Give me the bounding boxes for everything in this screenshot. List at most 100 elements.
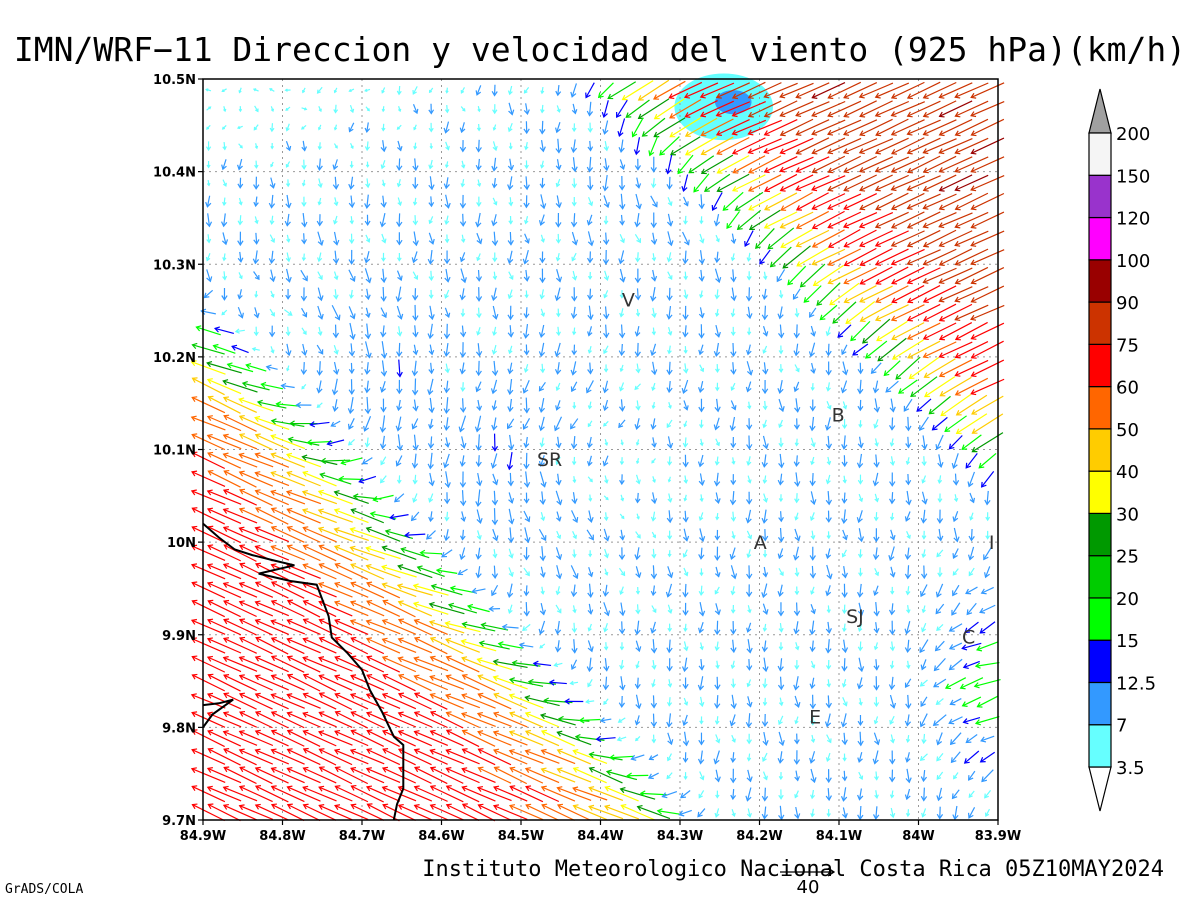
wind-vector-shaft <box>587 231 593 246</box>
wind-vector-head <box>906 167 914 174</box>
wind-vector <box>507 158 515 171</box>
wind-vector-shaft <box>668 176 671 189</box>
wind-vector <box>634 620 641 636</box>
wind-vector <box>635 474 641 485</box>
wind-vector-shaft <box>524 233 530 244</box>
wind-vector <box>289 420 318 427</box>
wind-vector-shaft <box>223 453 258 468</box>
wind-vector-head <box>571 647 578 654</box>
wind-vector-shaft <box>907 137 941 154</box>
wind-vector <box>207 618 242 636</box>
wind-vector <box>684 136 718 156</box>
wind-vector-head <box>349 313 356 320</box>
wind-vector <box>206 637 242 654</box>
wind-vector-head <box>302 526 309 533</box>
wind-vector-head <box>759 258 765 265</box>
wind-vector-shaft <box>287 508 321 524</box>
wind-vector-shaft <box>239 251 242 262</box>
wind-vector <box>641 117 666 137</box>
wind-vector <box>458 415 467 433</box>
wind-vector <box>858 211 894 229</box>
wind-vector <box>254 655 289 673</box>
wind-vector <box>873 528 880 543</box>
wind-vector-head <box>379 221 386 228</box>
wind-vector <box>492 675 528 690</box>
wind-vector <box>905 436 912 449</box>
wind-vector-head <box>825 499 833 506</box>
wind-vector-shaft <box>699 380 704 393</box>
wind-vector-shaft <box>445 194 450 208</box>
wind-vector <box>683 271 688 281</box>
wind-vector-head <box>300 126 305 130</box>
wind-vector <box>318 656 353 672</box>
wind-vector-head <box>286 637 293 644</box>
wind-vector-head <box>748 224 755 230</box>
wind-vector-head <box>587 349 592 354</box>
wind-vector <box>333 527 369 541</box>
wind-vector <box>666 380 673 394</box>
wind-vector <box>333 124 338 131</box>
wind-vector-head <box>937 572 943 578</box>
wind-vector <box>471 587 486 594</box>
wind-vector-shaft <box>755 228 775 249</box>
wind-vector-shaft <box>255 527 290 543</box>
wind-vector-shaft <box>907 340 941 359</box>
wind-vector-shaft <box>859 138 894 154</box>
wind-vector-shaft <box>317 287 323 301</box>
wind-vector <box>223 106 227 113</box>
wind-vector-head <box>890 315 897 322</box>
wind-vector-head <box>318 656 325 663</box>
wind-vector-shaft <box>525 397 528 413</box>
wind-vector-head <box>922 241 929 248</box>
wind-vector-shaft <box>286 194 290 208</box>
wind-vector <box>603 270 610 281</box>
wind-vector <box>716 136 750 155</box>
wind-vector-shaft <box>381 435 385 449</box>
wind-vector-shaft <box>636 288 639 300</box>
wind-vector-shaft <box>715 492 720 504</box>
wind-vector-shaft <box>191 396 226 414</box>
wind-vector-shaft <box>975 661 1000 667</box>
wind-vector <box>824 417 832 431</box>
wind-vector-shaft <box>492 379 498 394</box>
wind-vector-head <box>811 204 818 211</box>
wind-vector-head <box>746 682 751 688</box>
wind-vector <box>762 475 768 484</box>
wind-vector-head <box>650 295 657 302</box>
wind-vector-head <box>603 516 609 522</box>
wind-vector-head <box>491 349 498 355</box>
wind-vector <box>301 508 337 524</box>
wind-vector-shaft <box>525 585 528 596</box>
wind-vector-shaft <box>509 398 513 412</box>
wind-vector-shaft <box>682 174 689 192</box>
wind-vector <box>857 362 864 375</box>
wind-vector <box>954 359 989 377</box>
wind-vector-shaft <box>636 325 640 336</box>
wind-vector <box>523 103 530 116</box>
wind-vector-shaft <box>462 674 496 692</box>
wind-vector-shaft <box>717 155 750 174</box>
wind-vector-head <box>761 461 768 468</box>
wind-vector <box>523 307 530 319</box>
wind-vector-shaft <box>508 548 513 558</box>
wind-vector-head <box>411 370 419 377</box>
wind-vector <box>940 394 971 417</box>
wind-vector-head <box>730 276 737 283</box>
wind-vector-shaft <box>350 546 385 560</box>
wind-vector-shaft <box>652 178 655 188</box>
wind-vector-shaft <box>319 619 353 636</box>
wind-vector-head <box>572 609 577 614</box>
wind-vector <box>207 451 242 469</box>
wind-vector-head <box>730 312 736 318</box>
wind-vector <box>333 231 340 246</box>
wind-vector-head <box>254 544 261 551</box>
wind-vector <box>874 100 910 118</box>
wind-vector-head <box>289 420 295 427</box>
wind-vector-shaft <box>858 436 862 448</box>
wind-vector-head <box>333 201 339 207</box>
wind-vector-head <box>682 461 689 468</box>
wind-vector-shaft <box>842 529 847 540</box>
wind-vector-shaft <box>764 100 798 117</box>
wind-vector-shaft <box>731 531 735 539</box>
wind-vector-head <box>984 499 991 506</box>
